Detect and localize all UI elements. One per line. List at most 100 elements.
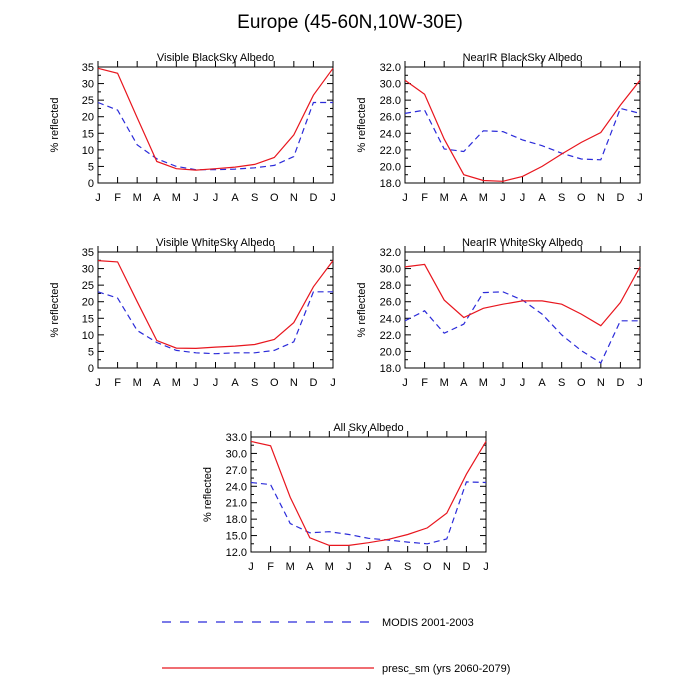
x-tick-label: J <box>95 192 101 204</box>
y-tick-label: 15 <box>82 128 94 140</box>
y-tick-label: 24.0 <box>380 128 401 140</box>
x-tick-label: A <box>538 192 546 204</box>
x-tick-label: J <box>637 192 643 204</box>
x-tick-label: J <box>402 192 408 204</box>
y-tick-label: 10 <box>82 145 94 157</box>
y-tick-label: 30.0 <box>380 264 401 276</box>
x-tick-label: A <box>153 377 161 389</box>
x-tick-label: M <box>325 561 334 573</box>
x-tick-label: M <box>172 377 181 389</box>
y-tick-label: 5 <box>88 161 94 173</box>
y-tick-label: 18.0 <box>380 178 401 190</box>
x-tick-label: J <box>330 377 336 389</box>
x-tick-label: O <box>270 377 279 389</box>
series-line-presc <box>250 440 487 547</box>
x-tick-label: M <box>479 377 488 389</box>
x-tick-label: J <box>520 377 526 389</box>
y-axis-label: % reflected <box>356 97 368 152</box>
y-tick-label: 30.0 <box>226 448 247 460</box>
chart-visible-whitesky: Visible WhiteSky Albedo % reflected 0 5 10 15… <box>49 237 336 389</box>
x-tick-label: O <box>423 561 432 573</box>
figure-title: Europe (45-60N,10W-30E) <box>237 12 463 33</box>
x-tick-label: S <box>404 561 411 573</box>
y-tick-label: 15 <box>82 313 94 325</box>
series-line-presc <box>97 67 334 171</box>
y-tick-label: 15.0 <box>226 531 247 543</box>
x-tick-label: J <box>193 377 199 389</box>
x-tick-label: M <box>133 192 142 204</box>
x-tick-label: F <box>114 192 121 204</box>
x-tick-label: J <box>500 377 506 389</box>
x-tick-label: J <box>346 561 352 573</box>
series-line-modis <box>97 101 333 171</box>
subplot-title: Visible BlackSky Albedo <box>157 52 274 64</box>
x-tick-label: M <box>286 561 295 573</box>
x-tick-label: M <box>133 377 142 389</box>
x-tick-label: S <box>251 377 258 389</box>
x-tick-label: D <box>462 561 470 573</box>
x-tick-label: J <box>213 192 219 204</box>
x-tick-label: N <box>443 561 451 573</box>
y-tick-label: 10 <box>82 330 94 342</box>
x-tick-label: N <box>597 192 605 204</box>
y-tick-label: 30.0 <box>380 79 401 91</box>
plot-frame <box>250 436 487 553</box>
x-tick-label: O <box>577 377 586 389</box>
x-tick-label: D <box>616 377 624 389</box>
x-tick-label: J <box>213 377 219 389</box>
legend-label-presc: presc_sm (yrs 2060-2079) <box>382 663 510 675</box>
y-tick-label: 30 <box>82 264 94 276</box>
y-tick-label: 28.0 <box>380 95 401 107</box>
x-tick-label: F <box>421 192 428 204</box>
y-tick-label: 33.0 <box>226 432 247 444</box>
y-tick-label: 35 <box>82 247 94 259</box>
x-tick-label: F <box>421 377 428 389</box>
subplot-title: NearIR BlackSky Albedo <box>463 52 583 64</box>
x-tick-label: O <box>577 192 586 204</box>
x-tick-label: N <box>597 377 605 389</box>
x-tick-label: J <box>248 561 254 573</box>
x-tick-label: D <box>309 377 317 389</box>
y-tick-label: 20.0 <box>380 161 401 173</box>
x-tick-label: S <box>251 192 258 204</box>
x-tick-label: S <box>558 192 565 204</box>
y-tick-label: 18.0 <box>380 363 401 375</box>
legend-label-modis: MODIS 2001-2003 <box>382 617 474 629</box>
y-tick-label: 24.0 <box>380 313 401 325</box>
x-tick-label: A <box>384 561 392 573</box>
x-tick-label: A <box>538 377 546 389</box>
y-tick-label: 0 <box>88 178 94 190</box>
y-tick-label: 25 <box>82 95 94 107</box>
y-tick-label: 20.0 <box>380 346 401 358</box>
y-axis-label: % reflected <box>49 97 61 152</box>
y-tick-label: 20 <box>82 297 94 309</box>
x-tick-label: D <box>309 192 317 204</box>
subplot-title: All Sky Albedo <box>333 422 403 434</box>
y-tick-label: 5 <box>88 346 94 358</box>
x-tick-label: J <box>402 377 408 389</box>
x-tick-label: J <box>366 561 372 573</box>
series-line-modis <box>250 481 487 545</box>
chart-visible-blacksky: Visible BlackSky Albedo % reflected 0 5 10 15… <box>49 52 336 204</box>
x-tick-label: F <box>267 561 274 573</box>
x-tick-label: M <box>440 192 449 204</box>
subplot-title: Visible WhiteSky Albedo <box>156 237 274 249</box>
y-tick-label: 27.0 <box>226 465 247 477</box>
y-tick-label: 18.0 <box>226 514 247 526</box>
y-tick-label: 26.0 <box>380 112 401 124</box>
y-tick-label: 35 <box>82 62 94 74</box>
y-tick-label: 26.0 <box>380 297 401 309</box>
x-tick-label: D <box>616 192 624 204</box>
series-line-modis <box>404 291 640 364</box>
y-tick-label: 0 <box>88 363 94 375</box>
y-tick-label: 21.0 <box>226 498 247 510</box>
series-line-presc <box>404 263 641 327</box>
plot-frame <box>404 66 641 184</box>
y-tick-label: 22.0 <box>380 145 401 157</box>
x-tick-label: A <box>460 377 468 389</box>
plot-frame <box>97 251 334 369</box>
x-tick-label: A <box>153 192 161 204</box>
chart-nearir-blacksky: NearIR BlackSky Albedo % reflected 18.0 20.… <box>356 52 643 204</box>
series-line-presc <box>97 260 334 350</box>
